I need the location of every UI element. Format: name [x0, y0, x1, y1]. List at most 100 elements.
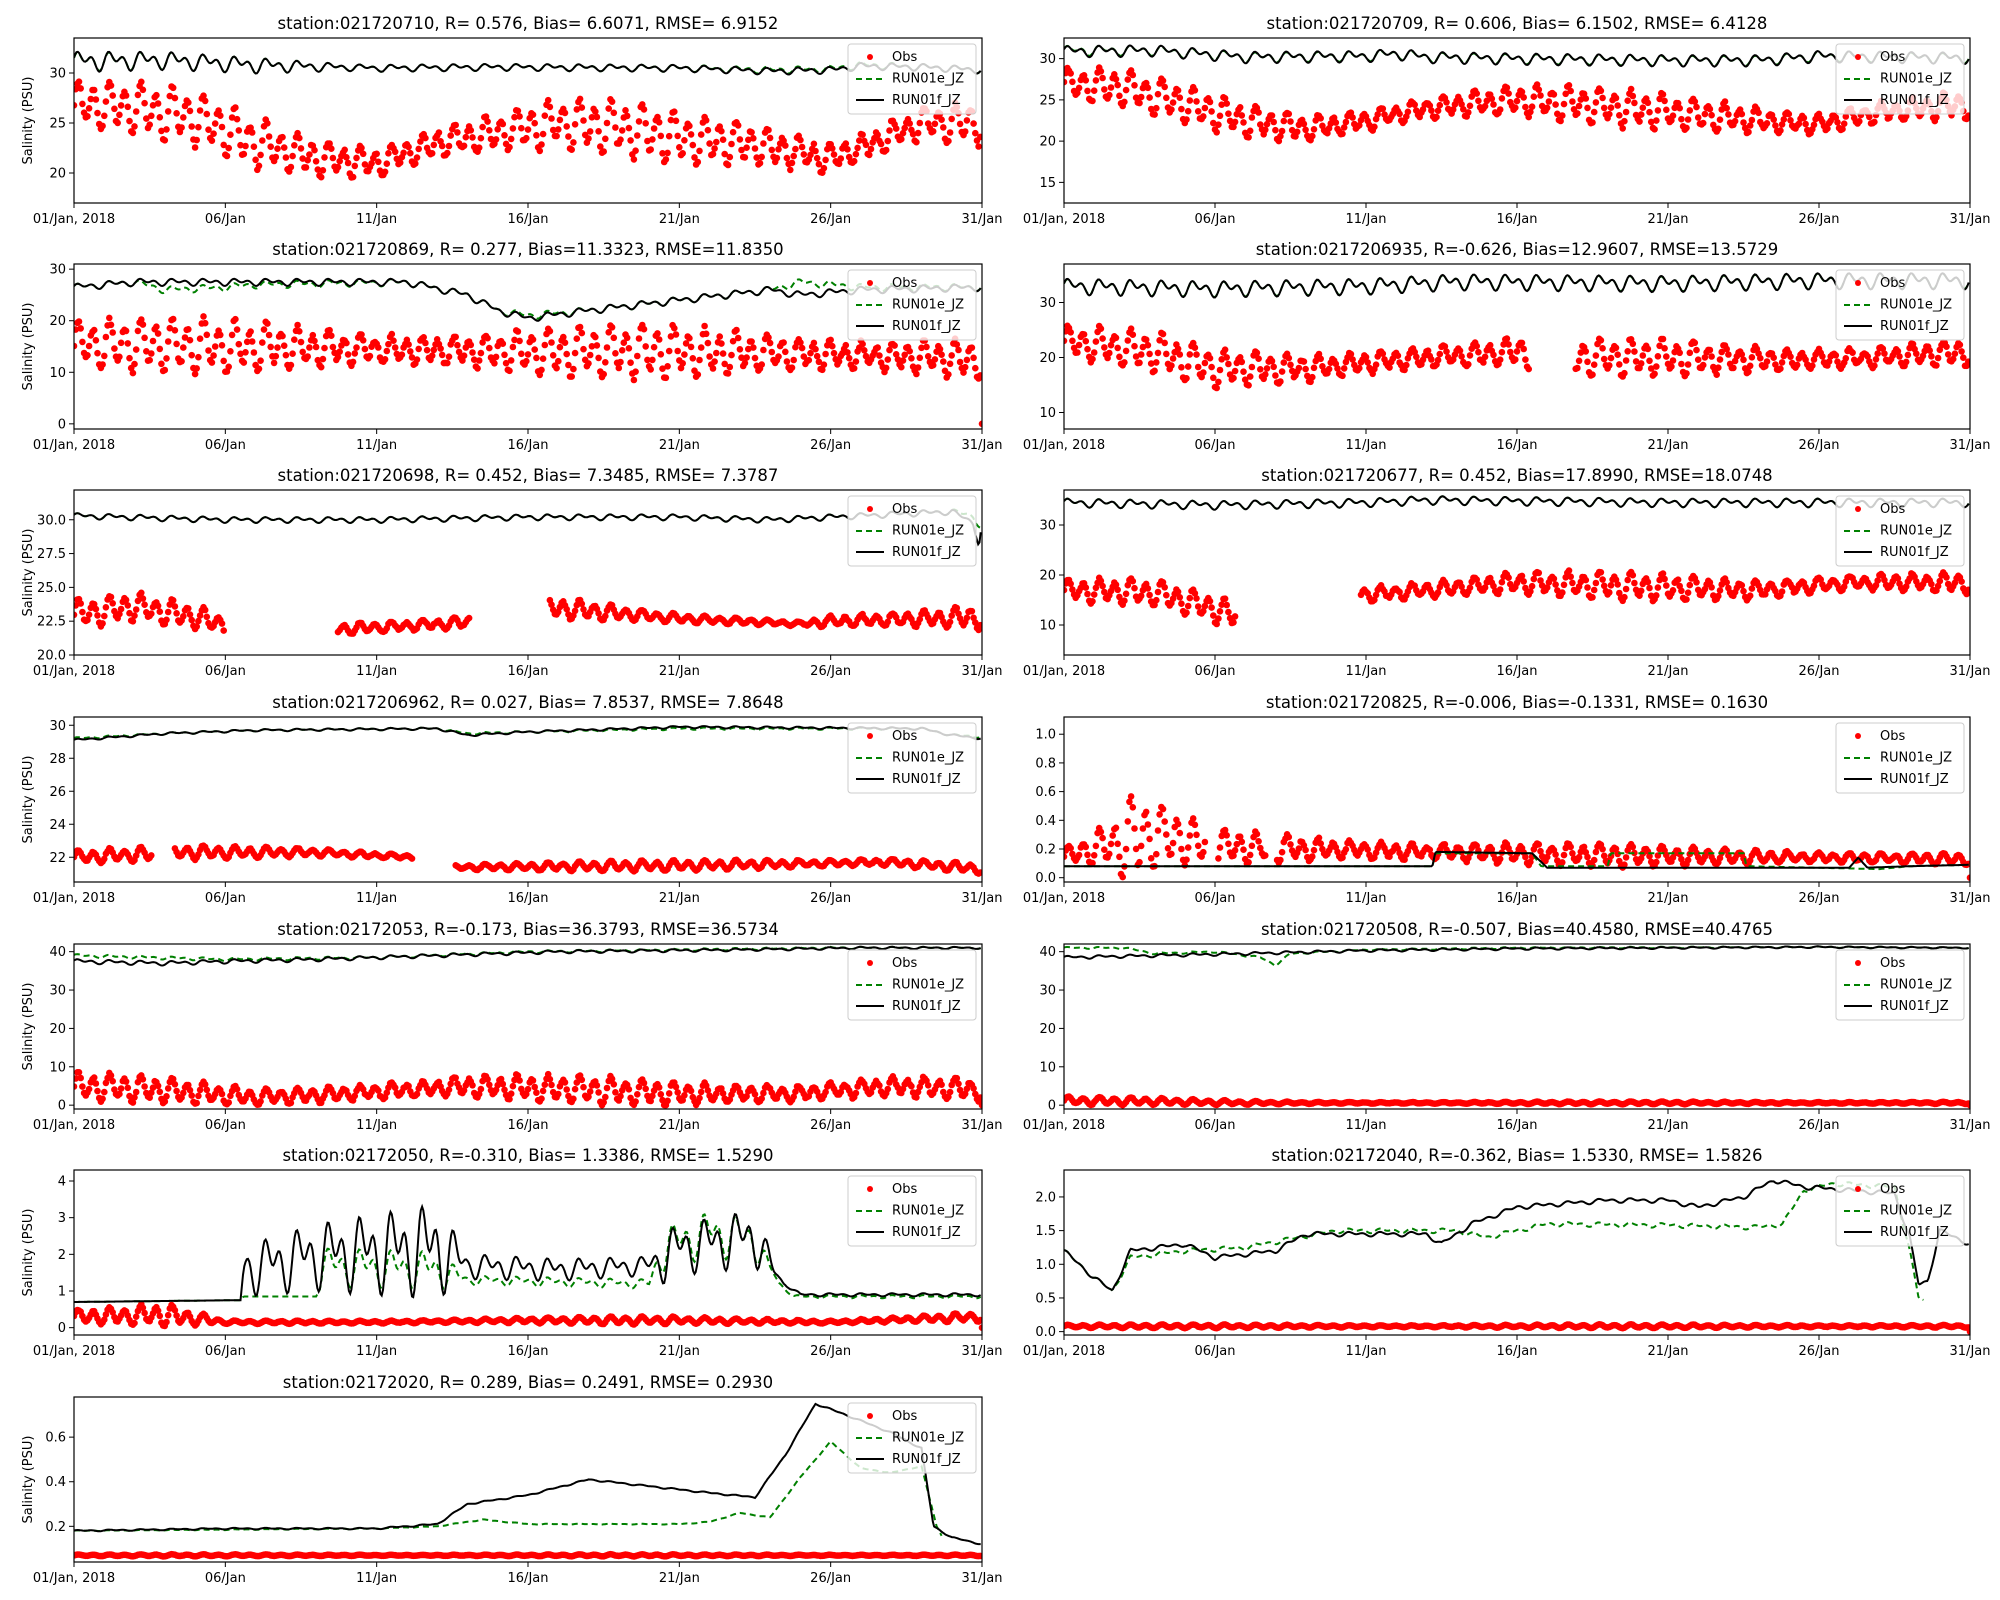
obs-point — [186, 107, 194, 115]
obs-point — [1614, 102, 1621, 109]
obs-point — [734, 334, 742, 342]
obs-point — [644, 356, 651, 364]
obs-point — [139, 1076, 147, 1083]
obs-point — [1218, 601, 1225, 608]
obs-point — [1708, 353, 1715, 360]
obs-point — [842, 140, 850, 147]
obs-point — [499, 1080, 507, 1088]
obs-point — [1740, 587, 1747, 595]
obs-point — [381, 168, 389, 176]
obs-point — [1372, 361, 1380, 369]
obs-point — [687, 131, 695, 138]
obs-point — [122, 596, 130, 604]
obs-point — [1082, 584, 1090, 591]
obs-point — [492, 353, 500, 361]
obs-series — [1064, 322, 1970, 392]
obs-point — [1238, 358, 1246, 366]
obs-point — [154, 1082, 162, 1090]
obs-point — [1654, 353, 1662, 360]
obs-point — [1590, 361, 1598, 369]
obs-point — [516, 1077, 523, 1084]
obs-point — [1518, 88, 1526, 96]
obs-point — [77, 600, 84, 607]
obs-point — [671, 108, 678, 115]
obs-point — [1174, 345, 1182, 353]
obs-point — [1538, 582, 1546, 589]
obs-point — [467, 127, 475, 134]
obs-point — [486, 127, 493, 134]
obs-point — [1230, 852, 1237, 859]
obs-point — [79, 338, 86, 346]
obs-point — [728, 351, 735, 359]
obs-point — [1503, 84, 1511, 91]
obs-point — [260, 326, 268, 333]
obs-point — [884, 356, 892, 363]
obs-point — [664, 149, 671, 157]
obs-point — [835, 160, 843, 168]
subplot-title: station:021720709, R= 0.606, Bias= 6.150… — [1267, 14, 1768, 33]
obs-point — [85, 611, 93, 618]
obs-point — [1441, 841, 1449, 848]
obs-point — [1116, 353, 1123, 361]
obs-point — [797, 136, 804, 144]
obs-point — [1163, 591, 1170, 599]
obs-point — [1089, 355, 1096, 363]
obs-point — [193, 1099, 200, 1107]
obs-point — [1106, 850, 1113, 858]
obs-point — [1787, 353, 1794, 361]
obs-point — [1090, 349, 1098, 356]
x-tick-label: 06/Jan — [205, 212, 246, 227]
obs-point — [220, 141, 227, 149]
obs-point — [1686, 107, 1694, 114]
obs-point — [1310, 364, 1318, 372]
obs-point — [195, 123, 202, 131]
obs-point — [92, 1080, 100, 1087]
obs-point — [1116, 92, 1123, 100]
obs-point — [185, 326, 192, 333]
obs-point — [477, 1085, 485, 1093]
obs-point — [531, 119, 538, 127]
obs-point — [289, 350, 296, 358]
obs-point — [208, 137, 216, 144]
obs-point — [227, 131, 234, 138]
obs-point — [1067, 70, 1074, 77]
obs-point — [1537, 577, 1544, 584]
obs-point — [92, 96, 100, 103]
obs-point — [1436, 350, 1444, 358]
obs-point — [1874, 350, 1881, 357]
obs-point — [1127, 793, 1135, 800]
obs-point — [955, 1080, 962, 1088]
obs-point — [788, 159, 796, 167]
obs-point — [447, 1080, 455, 1088]
obs-point — [400, 149, 407, 157]
obs-point — [460, 142, 468, 150]
obs-point — [117, 605, 125, 613]
obs-point — [1465, 109, 1472, 116]
obs-point — [211, 120, 219, 127]
obs-point — [1819, 353, 1826, 360]
obs-point — [225, 144, 232, 152]
obs-point — [1257, 366, 1264, 373]
obs-point — [274, 145, 281, 152]
obs-point — [462, 344, 470, 351]
obs-point — [1644, 578, 1652, 586]
obs-point — [220, 357, 227, 365]
obs-point — [1614, 850, 1621, 858]
obs-point — [837, 155, 845, 162]
obs-point — [359, 150, 367, 158]
obs-point — [102, 604, 110, 611]
obs-point — [665, 347, 673, 355]
obs-point — [1339, 130, 1346, 138]
obs-point — [1956, 341, 1964, 349]
obs-point — [972, 364, 979, 372]
x-tick-label: 01/Jan, 2018 — [1023, 212, 1105, 227]
obs-point — [1496, 855, 1504, 863]
obs-point — [1164, 845, 1172, 852]
obs-point — [783, 154, 791, 162]
obs-point — [844, 349, 851, 356]
obs-point — [805, 356, 813, 364]
obs-point — [635, 335, 643, 342]
obs-point — [445, 353, 453, 361]
obs-point — [775, 353, 782, 360]
